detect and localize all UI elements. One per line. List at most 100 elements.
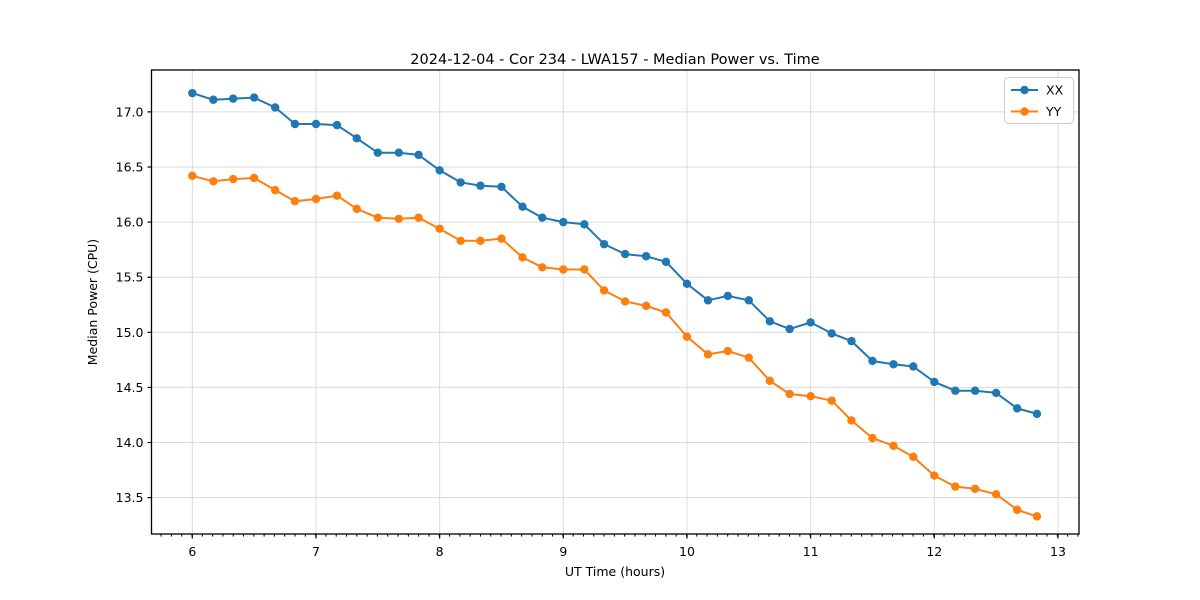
series-line-yy	[192, 174, 1038, 518]
data-point-yy	[270, 185, 280, 195]
y-tick-label: 16.5	[116, 159, 144, 174]
data-point-yy	[991, 490, 1001, 499]
y-tick-label: 14.0	[116, 435, 144, 450]
x-tick-label: 10	[679, 544, 695, 559]
data-point-xx	[682, 279, 692, 289]
legend-entry-xx: XX	[1046, 83, 1064, 98]
data-point-yy	[559, 265, 568, 274]
data-point-yy	[889, 441, 898, 451]
series-layer	[188, 88, 1042, 521]
data-point-xx	[311, 119, 321, 129]
data-point-xx	[476, 181, 485, 190]
data-point-yy	[476, 236, 485, 246]
chart-title: 2024-12-04 - Cor 234 - LWA157 - Median P…	[410, 52, 819, 68]
x-tick-label: 9	[559, 544, 567, 559]
data-point-xx	[1012, 404, 1022, 413]
data-point-xx	[641, 252, 651, 261]
data-point-yy	[806, 392, 815, 401]
legend-entry-yy: YY	[1045, 104, 1062, 119]
data-point-xx	[909, 362, 918, 371]
data-point-yy	[930, 471, 939, 480]
data-point-yy	[538, 263, 547, 272]
data-point-yy	[641, 301, 651, 311]
data-point-yy	[620, 297, 630, 306]
data-point-xx	[290, 119, 300, 129]
y-tick-label: 13.5	[116, 490, 144, 505]
data-point-xx	[1032, 409, 1042, 419]
data-point-xx	[209, 95, 218, 104]
data-point-xx	[723, 291, 732, 301]
data-point-xx	[249, 93, 259, 102]
data-point-xx	[270, 103, 280, 112]
grid-layer	[151, 70, 1079, 534]
data-point-yy	[847, 416, 856, 425]
data-point-xx	[497, 182, 506, 192]
data-point-yy	[785, 389, 794, 399]
data-point-yy	[744, 353, 754, 362]
data-point-yy	[868, 433, 877, 443]
y-tick-label: 17.0	[116, 104, 144, 119]
data-point-yy	[765, 376, 775, 386]
data-point-xx	[785, 324, 794, 334]
axes-layer: 13.5 14.0 14.5 15.0 15.5 16.0 16.5 17.0 6 7 8 9 10 11…	[116, 69, 1080, 559]
data-point-yy	[951, 482, 960, 491]
data-point-yy	[188, 171, 197, 181]
data-point-yy	[599, 286, 609, 295]
data-point-xx	[703, 296, 713, 305]
legend: XX YY	[1004, 77, 1074, 124]
data-point-yy	[580, 265, 589, 274]
data-point-yy	[518, 253, 527, 262]
data-point-xx	[352, 134, 361, 143]
data-point-yy	[373, 213, 383, 222]
legend-marker	[1020, 85, 1029, 95]
data-point-yy	[970, 484, 980, 494]
x-tick-label: 6	[188, 544, 196, 559]
data-point-xx	[868, 356, 877, 366]
y-tick-label: 16.0	[116, 215, 144, 230]
data-point-yy	[827, 396, 836, 405]
data-point-xx	[744, 296, 754, 305]
data-point-xx	[518, 202, 527, 211]
y-axis-label: Median Power (CPU)	[85, 239, 100, 365]
data-point-yy	[723, 346, 732, 356]
data-point-xx	[394, 148, 404, 157]
data-point-yy	[909, 452, 918, 462]
data-point-xx	[456, 178, 465, 187]
data-point-xx	[414, 150, 423, 160]
data-point-xx	[827, 329, 836, 338]
data-point-yy	[394, 214, 404, 223]
data-point-xx	[847, 336, 856, 346]
data-point-xx	[991, 388, 1001, 398]
y-tick-label: 15.5	[116, 270, 144, 285]
data-point-yy	[414, 213, 423, 222]
legend-box	[1004, 77, 1074, 124]
data-point-yy	[352, 204, 361, 214]
data-point-yy	[703, 350, 713, 359]
data-point-yy	[332, 191, 342, 200]
data-point-yy	[456, 236, 465, 246]
data-point-xx	[970, 386, 980, 395]
data-point-xx	[661, 257, 671, 266]
data-point-xx	[188, 88, 197, 98]
y-tick-label: 15.0	[116, 325, 144, 340]
data-point-yy	[497, 234, 506, 243]
data-point-xx	[599, 239, 609, 249]
data-point-yy	[682, 332, 692, 341]
data-point-xx	[580, 220, 589, 229]
data-point-xx	[765, 317, 775, 326]
x-tick-label: 8	[436, 544, 444, 559]
data-point-xx	[806, 318, 815, 327]
data-point-yy	[1012, 505, 1022, 514]
data-point-yy	[228, 174, 238, 184]
data-point-xx	[373, 148, 383, 157]
data-point-xx	[889, 360, 898, 369]
x-tick-label: 13	[1050, 544, 1066, 559]
data-point-xx	[332, 120, 342, 130]
data-point-yy	[249, 173, 259, 183]
data-point-yy	[209, 177, 218, 186]
data-point-xx	[951, 386, 960, 395]
data-point-xx	[620, 249, 630, 259]
legend-marker	[1020, 107, 1029, 116]
